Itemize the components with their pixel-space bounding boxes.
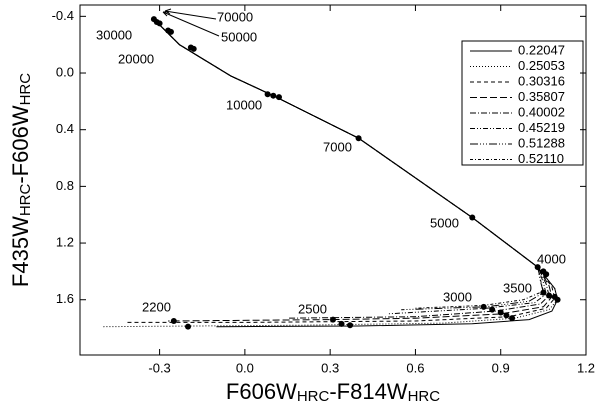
arrow [162,11,220,37]
annotation: 2500 [298,301,327,316]
x-tick-label: 0.6 [406,360,424,375]
marker-point [347,322,354,329]
marker-point [546,292,553,299]
y-tick-label: -0.4 [52,8,74,23]
y-tick-label: 0.4 [56,121,74,136]
plot-frame [79,4,587,356]
marker-point [170,317,177,324]
marker-point [554,296,561,303]
marker-point [270,92,277,99]
annotation: 3500 [503,280,532,295]
axis-label-subscript: HRC [17,73,34,106]
marker-point [543,271,550,278]
x-tick-label: 0.9 [492,360,510,375]
x-tick-label: 1.2 [577,360,595,375]
marker-point [497,309,504,316]
axis-label-subscript: HRC [17,183,34,216]
axis-label-subscript: HRC [408,388,441,405]
annotation: 20000 [118,51,154,66]
axis-label-part: -F814W [329,379,407,404]
axis-label-part: F606W [226,379,297,404]
x-tick-label: -0.3 [148,360,170,375]
x-tick-label: 0.3 [321,360,339,375]
marker-point [264,91,271,98]
legend-label: 0.22047 [518,42,565,57]
marker-point [330,316,336,323]
y-axis-label: F435WHRC-F606WHRC [8,73,35,287]
marker-point [540,289,547,296]
annotation: 70000 [217,9,253,24]
marker-point [480,303,487,310]
series-line [125,18,556,323]
marker-point [503,312,510,319]
y-tick-label: 1.6 [56,291,74,306]
axis-label-part: -F606W [8,105,33,183]
marker-point [509,315,516,322]
marker-point [156,20,163,27]
legend-label: 0.35807 [518,89,565,104]
arrow [164,8,217,20]
marker-point [185,323,192,330]
marker-point [167,28,174,35]
x-tick-label: 0.0 [236,360,254,375]
axis-label-part: F435W [8,216,33,287]
annotation: 50000 [221,29,257,44]
legend-label: 0.45219 [518,120,565,135]
annotation: 30000 [96,27,132,42]
annotation: 3000 [443,289,472,304]
legend-label: 0.52110 [518,151,564,166]
marker-point [489,306,496,313]
marker-point [338,320,345,327]
legend-label: 0.40002 [518,104,565,119]
annotation: 10000 [226,97,262,112]
marker-point [534,264,541,271]
x-axis-label: F606WHRC-F814WHRC [226,379,440,406]
marker-point [355,135,362,142]
marker-point [469,214,476,221]
marker-point [190,45,197,52]
annotation: 2200 [142,299,171,314]
y-tick-label: 0.0 [56,64,74,79]
series-line [153,18,544,309]
annotation: 7000 [323,139,352,154]
legend-label: 0.51288 [518,135,565,150]
y-tick-label: 1.2 [56,234,74,249]
legend [461,40,584,166]
legend-label: 0.30316 [518,73,565,88]
axis-label-subscript: HRC [297,388,330,405]
legend-label: 0.25053 [518,58,565,73]
annotation: 5000 [430,215,459,230]
marker-point [275,94,282,101]
annotation: 4000 [537,251,566,266]
y-tick-label: 0.8 [56,178,74,193]
